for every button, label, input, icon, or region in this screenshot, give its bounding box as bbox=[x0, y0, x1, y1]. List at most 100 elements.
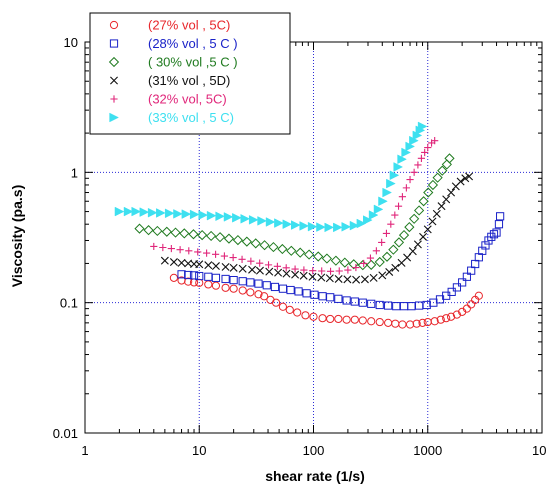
x-tick-label: 10 bbox=[192, 443, 206, 458]
data-point bbox=[204, 261, 213, 270]
y-tick-label: 0.1 bbox=[60, 296, 78, 311]
data-point bbox=[223, 233, 235, 244]
data-point bbox=[229, 263, 238, 272]
data-point bbox=[293, 308, 302, 317]
data-point bbox=[367, 299, 376, 308]
data-point bbox=[221, 274, 230, 284]
data-point bbox=[248, 215, 259, 225]
data-point bbox=[197, 229, 208, 241]
data-point bbox=[188, 229, 199, 240]
data-point bbox=[481, 241, 490, 250]
data-point bbox=[282, 264, 290, 272]
data-point bbox=[342, 296, 351, 305]
data-point bbox=[307, 221, 318, 232]
data-point bbox=[326, 267, 335, 275]
data-point bbox=[424, 143, 432, 152]
legend-marker bbox=[109, 112, 119, 123]
data-point bbox=[406, 175, 414, 184]
data-point bbox=[397, 154, 407, 165]
data-point bbox=[152, 225, 163, 237]
data-point bbox=[333, 222, 343, 233]
data-point bbox=[177, 258, 186, 267]
legend-label: (32% vol, 5C) bbox=[148, 92, 227, 107]
data-point bbox=[326, 293, 335, 302]
legend-box bbox=[89, 12, 291, 135]
data-point bbox=[161, 226, 172, 237]
data-point bbox=[452, 283, 462, 292]
legend-label: ( 30% vol ,5 C ) bbox=[148, 55, 238, 70]
x-tick-label: 1000 bbox=[413, 443, 442, 458]
data-points bbox=[114, 121, 505, 329]
data-point bbox=[456, 177, 465, 186]
data-point bbox=[229, 284, 238, 293]
data-point bbox=[366, 259, 377, 270]
data-point bbox=[255, 266, 264, 275]
data-point bbox=[189, 209, 200, 220]
data-point bbox=[299, 221, 310, 231]
data-point bbox=[317, 273, 326, 282]
data-point bbox=[418, 196, 429, 207]
data-point bbox=[432, 209, 441, 218]
data-point bbox=[194, 248, 202, 256]
data-point bbox=[134, 223, 145, 234]
series-5 bbox=[150, 137, 439, 275]
data-point bbox=[410, 168, 418, 176]
legend-marker bbox=[110, 95, 118, 103]
data-point bbox=[437, 165, 448, 176]
data-point bbox=[250, 238, 261, 249]
data-point bbox=[238, 264, 247, 273]
data-point bbox=[378, 271, 387, 280]
data-point bbox=[442, 314, 451, 323]
data-point bbox=[436, 315, 445, 324]
data-point bbox=[215, 211, 225, 222]
data-point bbox=[262, 281, 271, 290]
data-point bbox=[254, 290, 263, 299]
data-point bbox=[349, 220, 360, 231]
data-point bbox=[358, 298, 367, 307]
data-point bbox=[414, 161, 422, 169]
legend-label: (28% vol , 5 C ) bbox=[148, 36, 238, 51]
data-point bbox=[398, 229, 410, 241]
data-point bbox=[256, 259, 264, 267]
data-point bbox=[211, 281, 221, 290]
data-point bbox=[419, 232, 428, 241]
data-point bbox=[393, 237, 405, 248]
data-point bbox=[428, 217, 437, 226]
data-point bbox=[494, 220, 504, 229]
data-point bbox=[423, 187, 434, 198]
data-point bbox=[291, 265, 299, 273]
data-point bbox=[195, 260, 204, 269]
data-point bbox=[446, 312, 456, 321]
data-point bbox=[198, 210, 209, 220]
data-point bbox=[259, 240, 270, 251]
data-point bbox=[221, 262, 230, 271]
data-point bbox=[265, 267, 274, 276]
data-point bbox=[318, 314, 327, 323]
data-point bbox=[302, 289, 311, 298]
data-point bbox=[285, 305, 294, 315]
data-point bbox=[273, 262, 281, 270]
data-point bbox=[131, 206, 142, 217]
data-point bbox=[341, 221, 352, 232]
data-point bbox=[265, 217, 276, 227]
x-tick-label: 1 bbox=[81, 443, 88, 458]
data-point bbox=[291, 270, 300, 279]
data-point bbox=[189, 271, 199, 280]
series-2 bbox=[177, 212, 505, 311]
legend-marker bbox=[110, 76, 118, 85]
data-point bbox=[184, 270, 193, 280]
data-point bbox=[372, 247, 380, 255]
data-point bbox=[220, 252, 228, 260]
data-point bbox=[167, 244, 175, 253]
data-point bbox=[427, 179, 439, 191]
data-point bbox=[367, 317, 376, 326]
data-point bbox=[303, 249, 315, 260]
data-point bbox=[294, 287, 303, 296]
data-point bbox=[160, 256, 169, 265]
data-point bbox=[238, 286, 247, 295]
data-point bbox=[278, 302, 288, 311]
data-point bbox=[150, 242, 158, 251]
data-point bbox=[343, 275, 352, 284]
series-6 bbox=[114, 121, 428, 233]
series-3 bbox=[134, 153, 455, 271]
